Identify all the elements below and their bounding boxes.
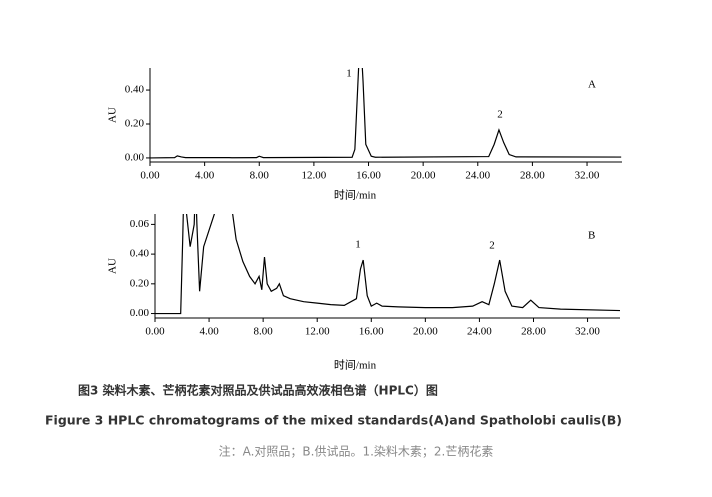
x-tick-label: 16.00 — [359, 326, 384, 338]
x-tick-label: 0.00 — [145, 326, 165, 338]
x-tick-label: 24.00 — [465, 170, 490, 182]
x-tick-label: 8.00 — [250, 170, 270, 182]
y-axis-title: AU — [107, 107, 119, 123]
x-tick-label: 20.00 — [413, 326, 438, 338]
x-tick-label: 28.00 — [520, 170, 545, 182]
y-tick-label: 0.40 — [130, 248, 150, 260]
peak-label: 1 — [355, 239, 361, 251]
x-axis-title: 时间/min — [334, 359, 377, 372]
y-tick-label: 0.20 — [130, 277, 150, 289]
chromatogram-line — [150, 68, 622, 159]
caption-cn: 图3 染料木素、芒柄花素对照品及供试品高效液相色谱（HPLC）图 — [78, 383, 438, 398]
x-tick-label: 28.00 — [521, 326, 546, 338]
x-axis-title: 时间/min — [334, 189, 377, 202]
y-tick-label: 0.00 — [125, 151, 145, 163]
x-tick-label: 0.00 — [140, 170, 160, 182]
x-tick-label: 8.00 — [254, 326, 274, 338]
panel-label: B — [588, 230, 595, 242]
x-tick-label: 12.00 — [302, 170, 327, 182]
y-tick-label: 0.00 — [130, 307, 150, 319]
panel-label: A — [588, 79, 596, 91]
peak-label: 2 — [489, 240, 495, 252]
note: 注：A.对照品；B.供试品。1.染料木素；2.芒柄花素 — [219, 444, 494, 459]
x-tick-label: 16.00 — [356, 170, 381, 182]
x-tick-label: 4.00 — [199, 326, 219, 338]
y-tick-label: 0.40 — [125, 84, 145, 96]
caption-en: Figure 3 HPLC chromatograms of the mixed… — [45, 413, 622, 428]
x-tick-label: 12.00 — [305, 326, 330, 338]
x-tick-label: 4.00 — [195, 170, 215, 182]
y-axis-title: AU — [107, 258, 119, 274]
x-tick-label: 32.00 — [575, 326, 600, 338]
x-tick-label: 20.00 — [411, 170, 436, 182]
peak-label: 1 — [346, 68, 352, 80]
chromatogram-line — [155, 214, 620, 315]
peak-label: 2 — [497, 109, 503, 121]
y-tick-label: 0.20 — [125, 118, 145, 130]
x-tick-label: 32.00 — [575, 170, 600, 182]
x-tick-label: 24.00 — [467, 326, 492, 338]
y-tick-label: 0.06 — [130, 218, 150, 230]
